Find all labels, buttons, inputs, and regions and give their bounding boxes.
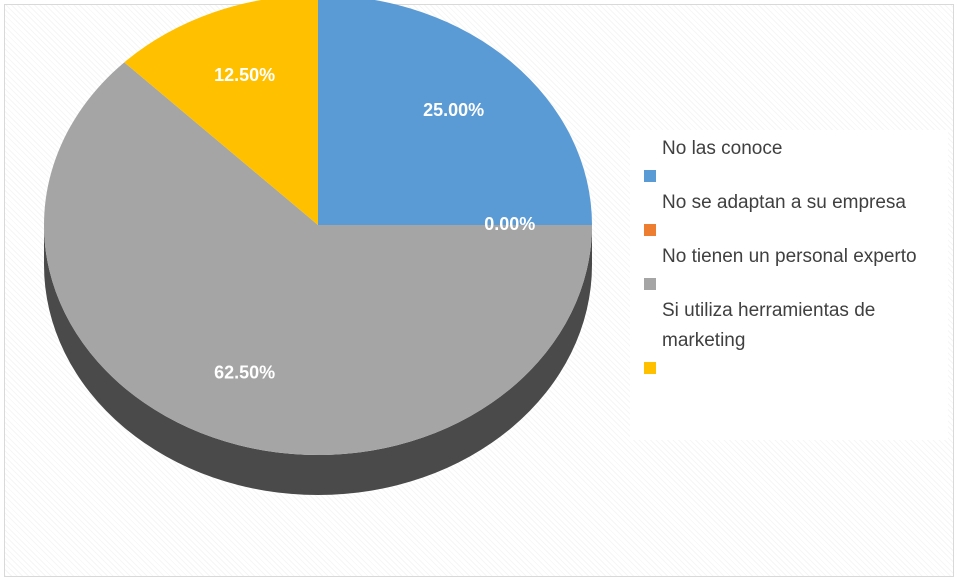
legend-label: No tienen un personal experto bbox=[662, 246, 917, 267]
data-label: 62.50% bbox=[214, 362, 275, 382]
legend: No las conoce No se adaptan a su empresa N… bbox=[630, 130, 948, 440]
legend-item: No tienen un personal experto bbox=[644, 242, 948, 290]
slice bbox=[43, 62, 592, 455]
legend-swatch bbox=[644, 224, 656, 236]
data-label: 0.00% bbox=[484, 214, 535, 234]
legend-item: Si utiliza herramientas de marketing bbox=[644, 296, 948, 374]
legend-label: No se adaptan a su empresa bbox=[662, 192, 906, 213]
slice bbox=[318, 0, 592, 225]
slice bbox=[124, 0, 318, 225]
legend-swatch bbox=[644, 170, 656, 182]
legend-item: No se adaptan a su empresa bbox=[644, 188, 948, 236]
data-label: 12.50% bbox=[214, 65, 275, 85]
slice-side bbox=[44, 225, 592, 495]
legend-swatch bbox=[644, 278, 656, 290]
legend-label: Si utiliza herramientas de marketing bbox=[662, 300, 876, 351]
data-label: 25.00% bbox=[423, 100, 484, 120]
legend-item: No las conoce bbox=[644, 134, 948, 182]
legend-label: No las conoce bbox=[662, 138, 783, 159]
legend-swatch bbox=[644, 362, 656, 374]
